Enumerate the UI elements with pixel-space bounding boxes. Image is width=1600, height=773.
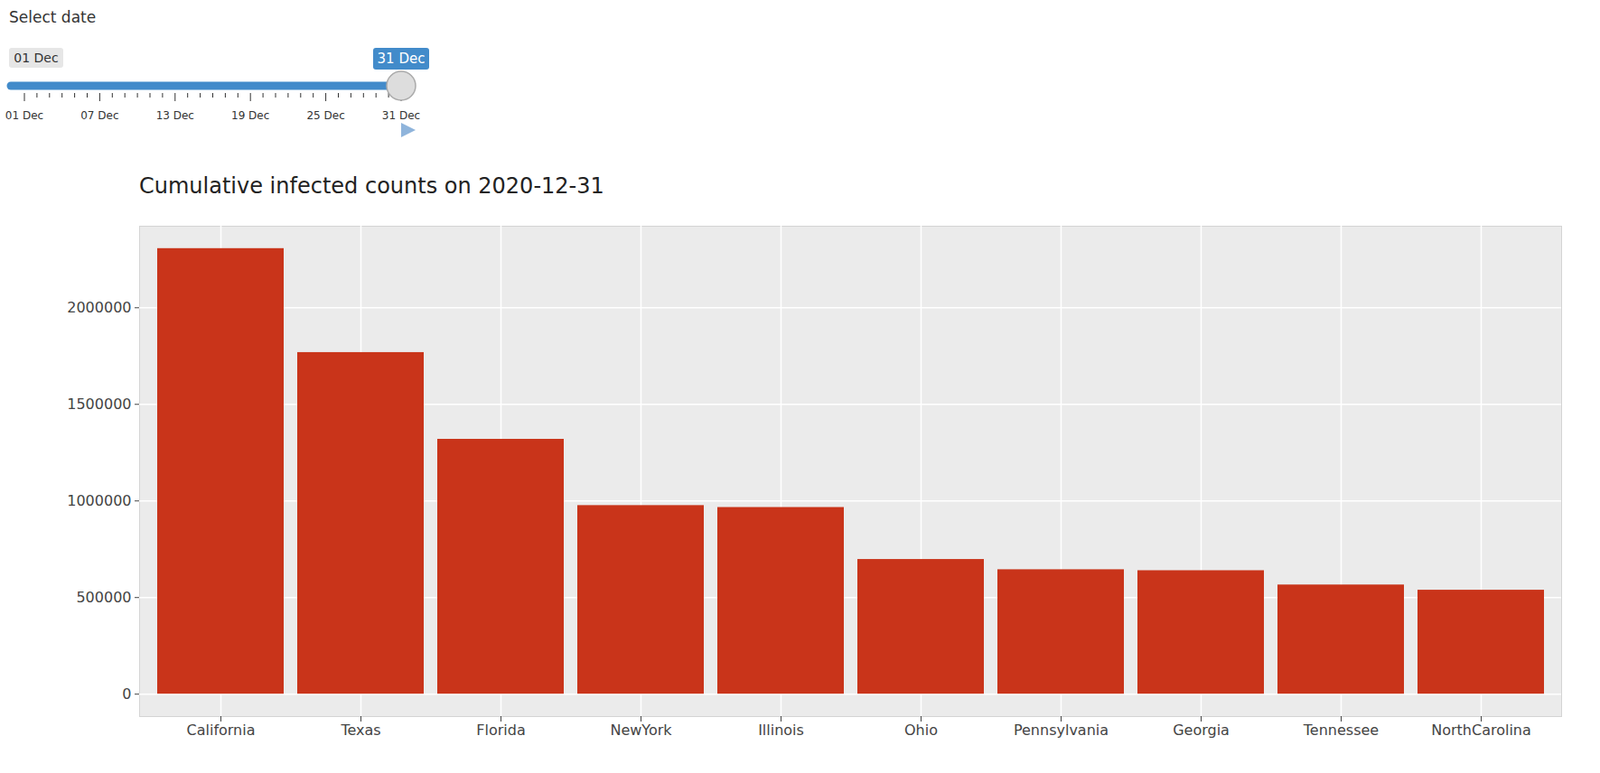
svg-text:0: 0 <box>121 685 131 703</box>
svg-text:01 Dec: 01 Dec <box>5 109 44 122</box>
svg-text:31 Dec: 31 Dec <box>377 50 426 67</box>
svg-text:Select date: Select date <box>9 8 96 27</box>
svg-text:01 Dec: 01 Dec <box>13 50 58 66</box>
svg-text:Florida: Florida <box>476 721 525 740</box>
svg-text:California: California <box>187 721 256 740</box>
html-text:Cumulative infected counts on: Cumulative infected counts on 2020-12-31 <box>139 173 605 199</box>
svg-text:Georgia: Georgia <box>1172 721 1230 740</box>
svg-text:2000000: 2000000 <box>66 299 131 317</box>
svg-text:Texas: Texas <box>339 721 381 740</box>
svg-text:NorthCarolina: NorthCarolina <box>1431 721 1532 740</box>
svg-text:13 Dec: 13 Dec <box>156 109 195 122</box>
svg-text:Ohio: Ohio <box>904 721 938 740</box>
svg-text:1000000: 1000000 <box>66 492 131 510</box>
svg-text:NewYork: NewYork <box>609 721 673 740</box>
svg-text:25 Dec: 25 Dec <box>306 109 345 122</box>
svg-text:Tennessee: Tennessee <box>1302 721 1379 740</box>
svg-text:19 Dec: 19 Dec <box>231 109 270 122</box>
svg-text:500000: 500000 <box>75 589 131 607</box>
svg-text:Illinois: Illinois <box>757 721 805 740</box>
svg-text:Pennsylvania: Pennsylvania <box>1013 721 1109 740</box>
svg-text:1500000: 1500000 <box>66 395 131 413</box>
svg-text:07 Dec: 07 Dec <box>80 109 119 122</box>
svg-text:31 Dec: 31 Dec <box>382 109 421 122</box>
